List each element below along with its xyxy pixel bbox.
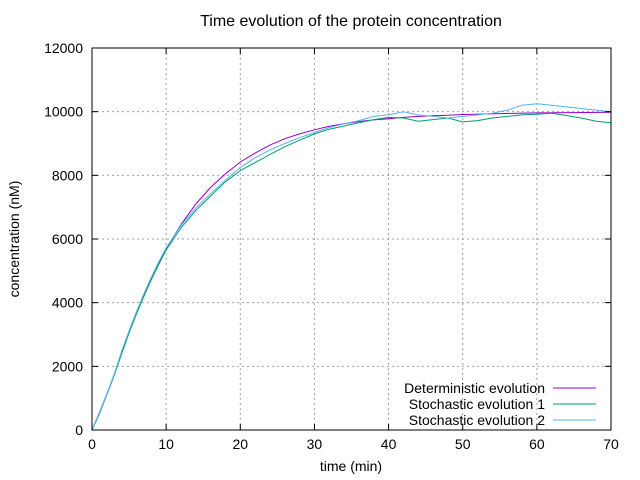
y-tick-label: 6000 — [52, 231, 83, 247]
legend-label-2: Stochastic evolution 1 — [409, 396, 545, 412]
x-tick-label: 0 — [88, 436, 96, 452]
x-tick-label: 40 — [381, 436, 397, 452]
y-tick-label: 0 — [75, 422, 83, 438]
series-line-2 — [91, 112, 612, 431]
y-tick-label: 12000 — [44, 40, 83, 56]
y-tick-label: 10000 — [44, 104, 83, 120]
chart-title: Time evolution of the protein concentrat… — [200, 13, 502, 30]
y-tick-label: 4000 — [52, 295, 83, 311]
x-axis-ticks: 0 10 20 30 40 50 60 70 — [88, 48, 619, 452]
x-tick-label: 10 — [158, 436, 174, 452]
y-tick-label: 8000 — [52, 167, 83, 183]
x-axis-label: time (min) — [320, 458, 382, 474]
x-tick-label: 50 — [455, 436, 471, 452]
y-tick-label: 2000 — [52, 358, 83, 374]
series-group — [91, 103, 612, 431]
x-tick-label: 20 — [232, 436, 248, 452]
legend-label-3: Stochastic evolution 2 — [409, 412, 545, 428]
x-tick-label: 60 — [529, 436, 545, 452]
legend-label-1: Deterministic evolution — [404, 380, 545, 396]
y-axis-ticks: 0 2000 4000 6000 8000 10000 12000 — [44, 40, 611, 438]
series-line-3 — [91, 103, 612, 431]
y-axis-label: concentration (nM) — [6, 181, 22, 298]
x-tick-label: 30 — [307, 436, 323, 452]
grid — [92, 48, 611, 430]
x-tick-label: 70 — [603, 436, 619, 452]
